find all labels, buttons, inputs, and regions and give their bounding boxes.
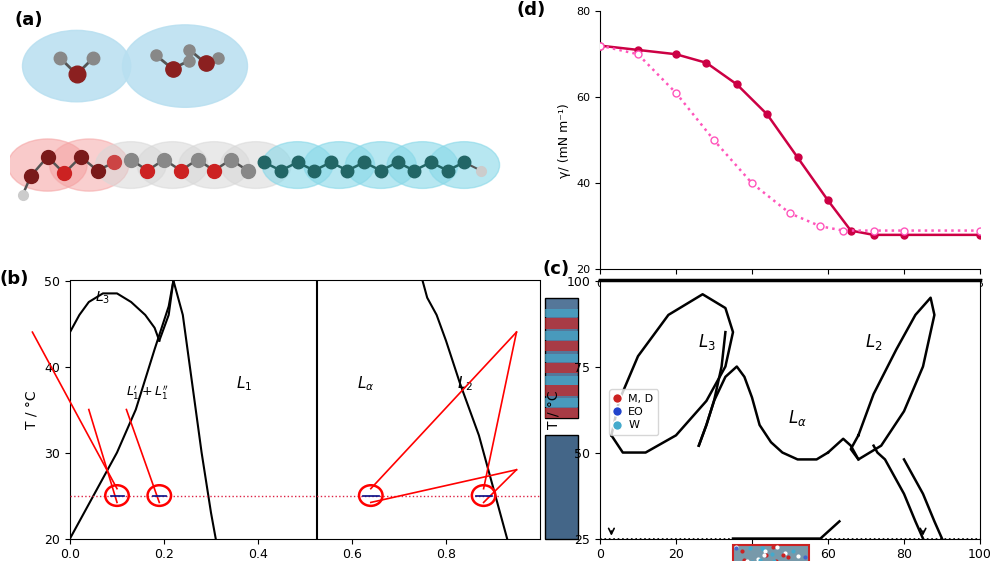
Circle shape <box>8 139 87 191</box>
Bar <box>545 408 578 418</box>
Circle shape <box>179 142 250 188</box>
Text: $L_2$: $L_2$ <box>865 333 882 352</box>
FancyBboxPatch shape <box>545 435 578 539</box>
Circle shape <box>387 142 458 188</box>
Circle shape <box>23 30 131 102</box>
Text: $L_2$: $L_2$ <box>457 374 473 393</box>
Circle shape <box>262 142 333 188</box>
Circle shape <box>304 142 375 188</box>
Text: $L_\alpha$: $L_\alpha$ <box>788 408 807 428</box>
Legend: M, D, EO, W: M, D, EO, W <box>609 389 658 435</box>
Y-axis label: T / °C: T / °C <box>25 390 39 429</box>
Circle shape <box>137 142 208 188</box>
FancyBboxPatch shape <box>733 545 809 561</box>
Text: (d): (d) <box>516 1 546 19</box>
Text: (b): (b) <box>0 270 29 288</box>
Y-axis label: γ/ (mN m⁻¹): γ/ (mN m⁻¹) <box>558 103 571 178</box>
Text: $L_\alpha$: $L_\alpha$ <box>357 374 375 393</box>
Circle shape <box>122 25 248 107</box>
Bar <box>545 318 578 329</box>
Bar <box>545 341 578 351</box>
Text: (c): (c) <box>543 260 570 278</box>
Text: $L_1$: $L_1$ <box>236 374 252 393</box>
Circle shape <box>345 142 416 188</box>
Bar <box>545 398 578 407</box>
Bar <box>545 331 578 340</box>
Text: $L_1'+L_1''$: $L_1'+L_1''$ <box>126 383 169 401</box>
Y-axis label: T / °C: T / °C <box>547 390 561 429</box>
Circle shape <box>50 139 129 191</box>
Bar <box>545 385 578 396</box>
Bar <box>545 309 578 318</box>
Circle shape <box>95 142 166 188</box>
X-axis label: Γ/ (10⁻⁶ mol m⁻²): Γ/ (10⁻⁶ mol m⁻²) <box>736 295 844 307</box>
Bar <box>545 353 578 362</box>
Circle shape <box>429 142 500 188</box>
Bar <box>545 376 578 385</box>
FancyBboxPatch shape <box>545 298 578 418</box>
Bar <box>545 363 578 374</box>
Circle shape <box>220 142 291 188</box>
Text: $L_3$: $L_3$ <box>95 289 110 306</box>
Text: (a): (a) <box>15 11 44 29</box>
Text: $L_3$: $L_3$ <box>698 333 715 352</box>
